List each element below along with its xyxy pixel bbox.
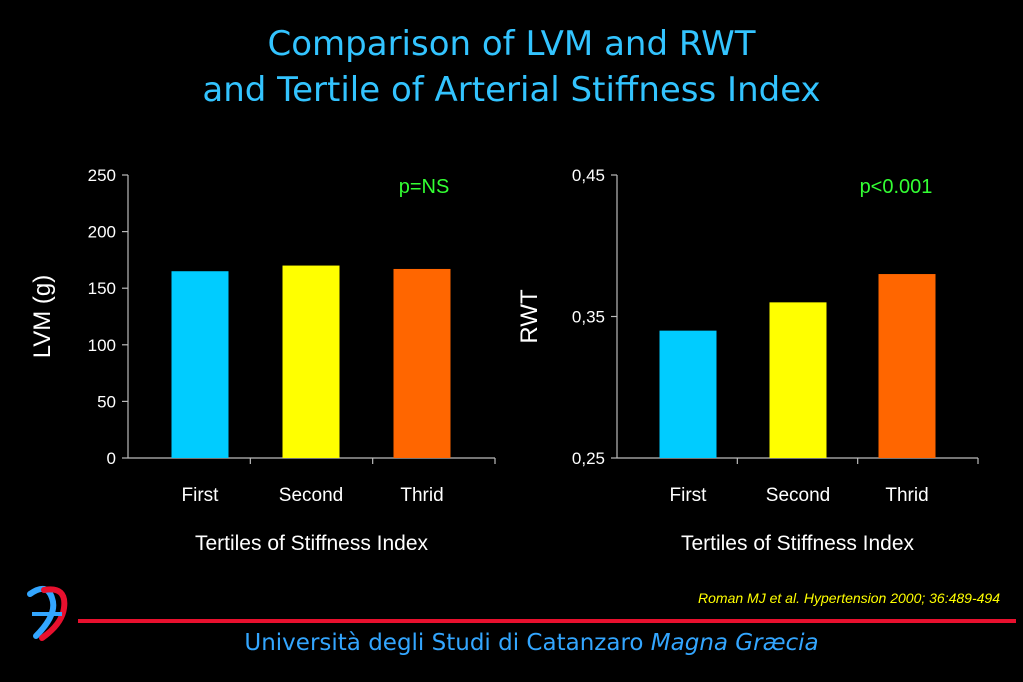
rwt-bar-first (659, 330, 717, 458)
rwt-category-label: First (670, 485, 708, 506)
lvm-bar-first (171, 271, 229, 458)
footer-divider (78, 619, 1016, 623)
lvm-y-tick-label: 250 (88, 166, 116, 185)
rwt-bar-thrid (878, 274, 936, 458)
rwt-p-value: p<0.001 (860, 176, 933, 198)
lvm-y-tick-label: 50 (97, 392, 116, 411)
charts-area: 0 50 100 150 200 250 First Second Thrid LVM (g) Te… (29, 166, 979, 555)
slide-title-line1: Comparison of LVM and RWT (267, 24, 756, 64)
lvm-category-label: Thrid (400, 485, 443, 506)
rwt-y-axis-title: RWT (516, 289, 543, 344)
slide-title-line2: and Tertile of Arterial Stiffness Index (202, 70, 821, 110)
footer-italic: Magna Græcia (650, 630, 819, 656)
lvm-y-tick-label: 150 (88, 279, 116, 298)
lvm-category-label: Second (279, 485, 343, 506)
rwt-y-tick-label: 0,25 (572, 449, 605, 468)
rwt-y-tick-label: 0,35 (572, 308, 605, 327)
citation: Roman MJ et al. Hypertension 2000; 36:48… (698, 590, 1000, 606)
footer-text: Università degli Studi di Catanzaro (244, 630, 651, 656)
lvm-bar-thrid (393, 268, 451, 458)
rwt-category-label: Thrid (885, 485, 928, 506)
rwt-bar-second (769, 302, 827, 458)
university-logo-icon (27, 585, 68, 641)
lvm-y-axis-title: LVM (g) (29, 275, 56, 359)
lvm-y-tick-label: 100 (88, 336, 116, 355)
rwt-x-axis-title: Tertiles of Stiffness Index (681, 532, 915, 555)
lvm-x-axis-title: Tertiles of Stiffness Index (195, 532, 429, 555)
footer-university: Università degli Studi di Catanzaro Magn… (0, 630, 1023, 656)
lvm-y-tick-label: 200 (88, 223, 116, 242)
lvm-category-label: First (182, 485, 220, 506)
lvm-p-value: p=NS (399, 176, 450, 198)
lvm-bar-second (282, 265, 340, 458)
rwt-category-label: Second (766, 485, 830, 506)
rwt-y-tick-label: 0,45 (572, 166, 605, 185)
lvm-y-tick-label: 0 (107, 449, 116, 468)
